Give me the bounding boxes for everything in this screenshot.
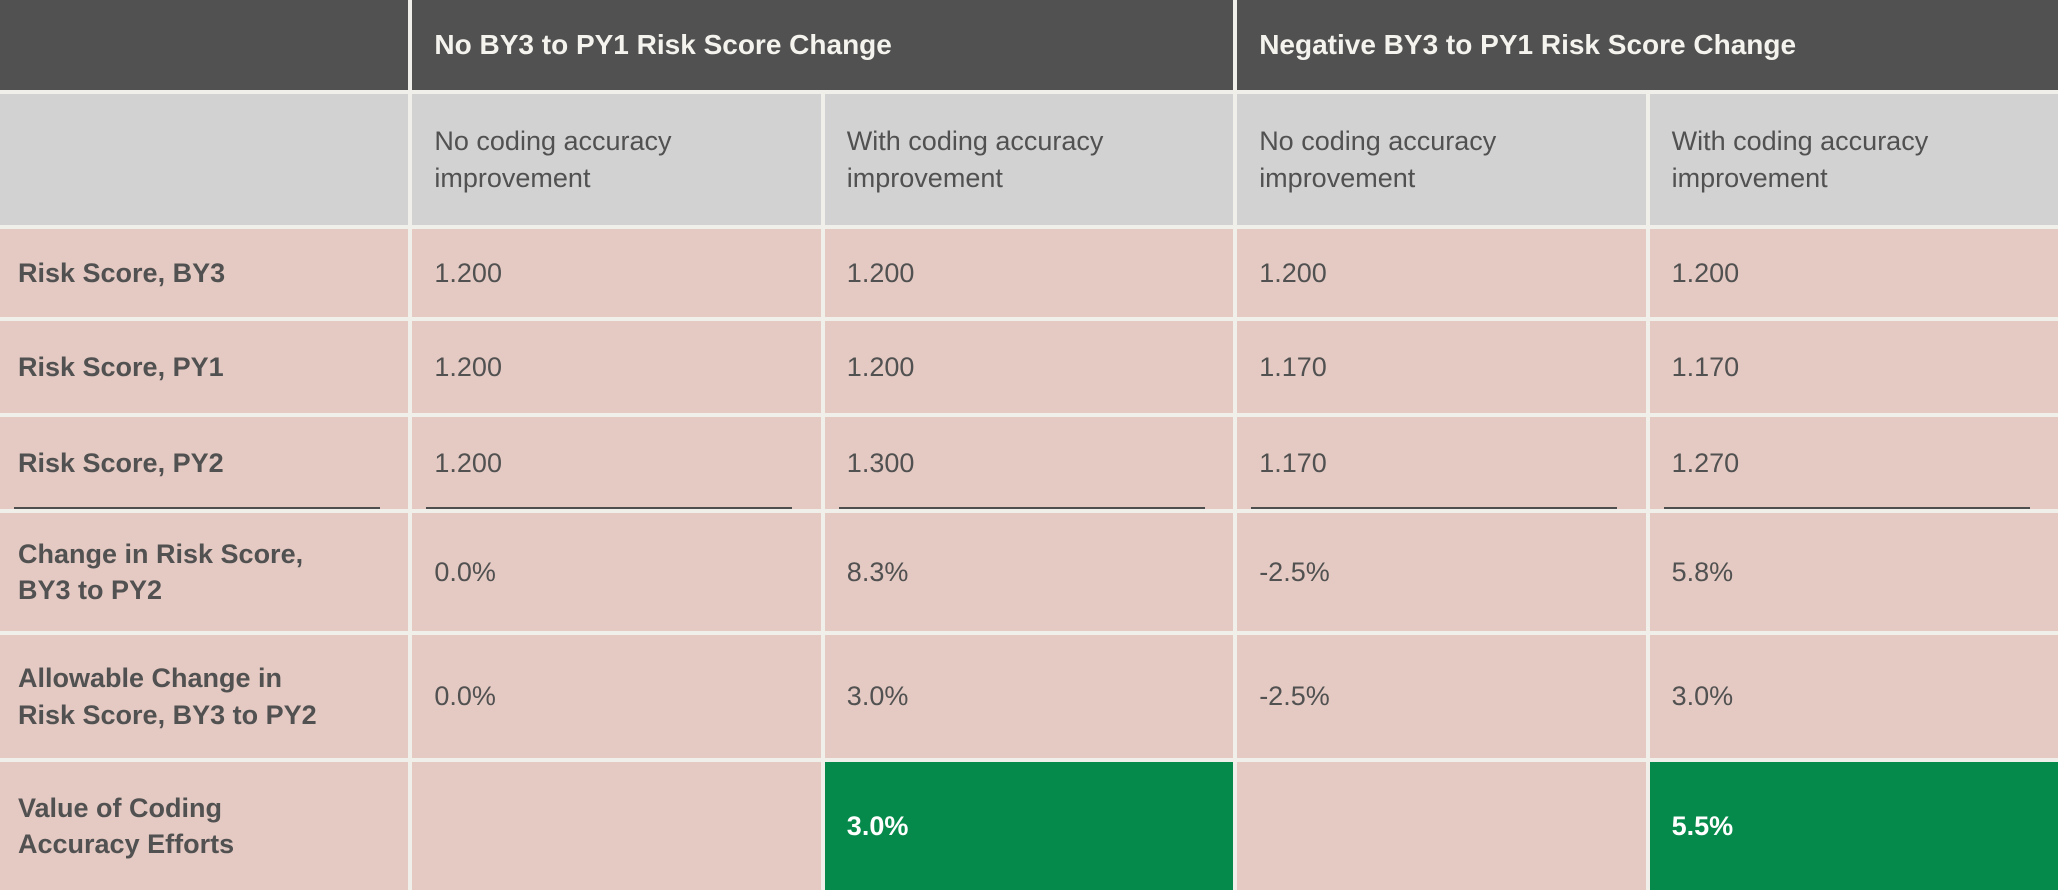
- value-cell: 1.170: [1237, 417, 1646, 509]
- group-header-negative-change: Negative BY3 to PY1 Risk Score Change: [1237, 0, 2058, 90]
- value-cell: 5.8%: [1649, 513, 2058, 631]
- value-cell: 1.200: [412, 229, 821, 317]
- row-label-cell: Risk Score, PY2: [0, 417, 409, 509]
- value-cell: 0.0%: [412, 513, 821, 631]
- value-cell: 3.0%: [1649, 635, 2058, 758]
- row-label-cell: Change in Risk Score, BY3 to PY2: [0, 513, 409, 631]
- value-cell: [412, 762, 821, 890]
- value-cell: [1237, 762, 1646, 890]
- group-header-no-change: No BY3 to PY1 Risk Score Change: [412, 0, 1234, 90]
- value-cell: 1.170: [1237, 321, 1646, 413]
- value-cell: 1.200: [824, 229, 1234, 317]
- column-header-cell: No coding accuracy improvement: [412, 94, 821, 225]
- value-cell: -2.5%: [1237, 635, 1646, 758]
- value-cell: 3.0%: [824, 635, 1234, 758]
- column-header-cell: No coding accuracy improvement: [1237, 94, 1646, 225]
- value-cell: 1.270: [1649, 417, 2058, 509]
- corner-cell: [0, 0, 409, 90]
- value-cell: 1.200: [412, 321, 821, 413]
- value-cell: 1.200: [412, 417, 821, 509]
- row-label-cell: Risk Score, PY1: [0, 321, 409, 413]
- column-header-cell: With coding accuracy improvement: [1649, 94, 2058, 225]
- row-label-cell: Allowable Change in Risk Score, BY3 to P…: [0, 635, 409, 758]
- value-cell: -2.5%: [1237, 513, 1646, 631]
- highlight-value-cell: 3.0%: [824, 762, 1234, 890]
- value-cell: 0.0%: [412, 635, 821, 758]
- value-cell: 1.200: [1649, 229, 2058, 317]
- value-cell: 1.200: [824, 321, 1234, 413]
- row-label-cell: Risk Score, BY3: [0, 229, 409, 317]
- column-header-cell: With coding accuracy improvement: [824, 94, 1234, 225]
- value-cell: 8.3%: [824, 513, 1234, 631]
- value-cell: 1.300: [824, 417, 1234, 509]
- row-label-cell: Value of Coding Accuracy Efforts: [0, 762, 409, 890]
- value-cell: 1.200: [1237, 229, 1646, 317]
- highlight-value-cell: 5.5%: [1649, 762, 2058, 890]
- subheader-spacer-cell: [0, 94, 409, 225]
- value-cell: 1.170: [1649, 321, 2058, 413]
